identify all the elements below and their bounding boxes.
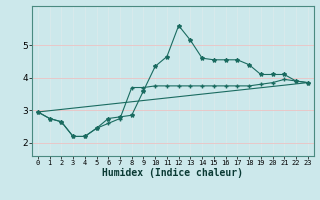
X-axis label: Humidex (Indice chaleur): Humidex (Indice chaleur) xyxy=(102,168,243,178)
